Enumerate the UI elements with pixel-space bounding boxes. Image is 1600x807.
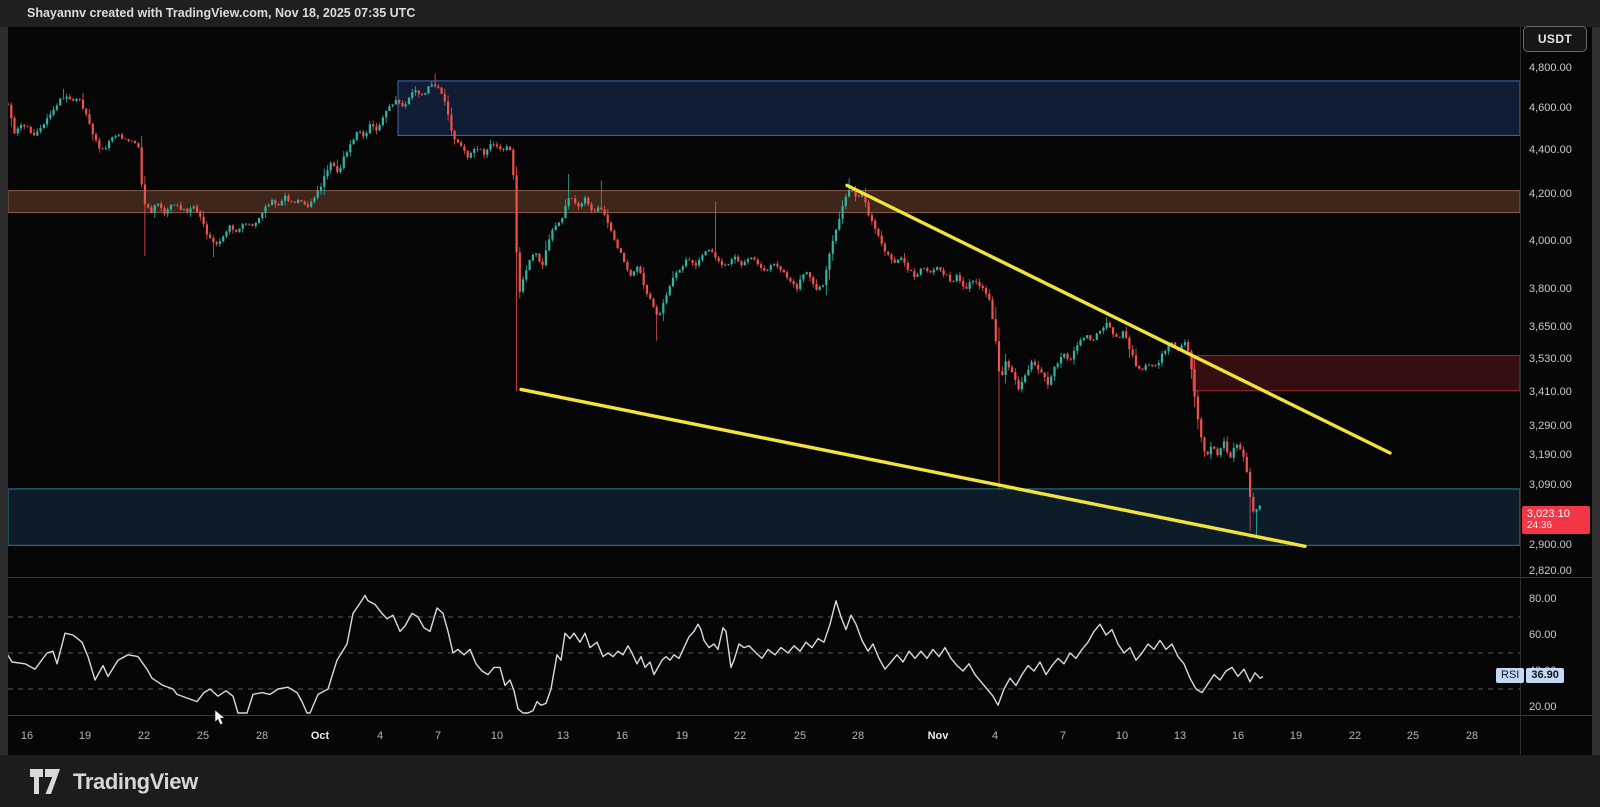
time-label: 7: [434, 730, 442, 742]
price-label: 3,190.00: [1529, 448, 1572, 461]
attribution-text: Shayannv created with TradingView.com, N…: [27, 6, 416, 20]
price-label: 3,530.00: [1529, 352, 1572, 365]
time-label: 28: [851, 730, 865, 742]
time-label: 22: [733, 730, 747, 742]
time-label: 19: [675, 730, 689, 742]
tradingview-logo[interactable]: TradingView: [30, 769, 198, 795]
currency-toggle-button[interactable]: USDT: [1523, 26, 1587, 52]
time-label: 10: [1115, 730, 1129, 742]
time-label: 10: [490, 730, 504, 742]
price-label: 2,900.00: [1529, 538, 1572, 551]
time-label: 22: [137, 730, 151, 742]
price-label: 3,290.00: [1529, 419, 1572, 432]
zone-resistance-3500: [1192, 355, 1521, 392]
price-label: 4,600.00: [1529, 102, 1572, 115]
time-label: 19: [78, 730, 92, 742]
time-label: 16: [20, 730, 34, 742]
price-label: 3,090.00: [1529, 478, 1572, 491]
rsi-name-chip: RSI: [1496, 668, 1525, 683]
time-label: 25: [196, 730, 210, 742]
trendline-lower-descending: [519, 387, 1307, 548]
attribution-bar: Shayannv created with TradingView.com, N…: [0, 0, 1600, 27]
rsi-line: [0, 594, 1264, 714]
rsi-scale-label: 60.00: [1529, 629, 1557, 641]
mouse-cursor-icon: [214, 709, 226, 725]
time-label: 13: [1173, 730, 1187, 742]
price-label: 2,820.00: [1529, 565, 1572, 578]
time-label: 25: [1406, 730, 1420, 742]
time-label: Nov: [927, 730, 949, 742]
zone-band-4200: [7, 190, 1521, 214]
time-label: 13: [556, 730, 570, 742]
rsi-scale-label: 80.00: [1529, 593, 1557, 605]
trendline-upper-descending: [845, 183, 1392, 455]
zone-support-3000: [7, 488, 1521, 546]
price-label: 3,650.00: [1529, 321, 1572, 334]
time-label: 16: [1231, 730, 1245, 742]
time-label: 16: [615, 730, 629, 742]
price-label: 4,000.00: [1529, 234, 1572, 247]
time-label: 4: [991, 730, 999, 742]
up-candle-wicks: [17, 81, 1261, 538]
price-label: 4,200.00: [1529, 188, 1572, 201]
last-price-value: 3,023.10: [1527, 508, 1570, 520]
tradingview-logo-text: TradingView: [73, 769, 198, 794]
time-label: 28: [255, 730, 269, 742]
brand-bar: TradingView: [0, 755, 1600, 807]
left-edge-strip: [0, 27, 8, 755]
time-label: 4: [376, 730, 384, 742]
price-label: 3,800.00: [1529, 283, 1572, 296]
bar-countdown: 24:36: [1527, 520, 1553, 531]
time-label: 22: [1348, 730, 1362, 742]
right-edge-strip: [1592, 27, 1600, 755]
time-label: 28: [1465, 730, 1479, 742]
rsi-value-chip: 36.90: [1526, 668, 1564, 683]
down-candle-bodies: [6, 84, 1255, 512]
down-candle-wicks: [7, 73, 1254, 532]
price-label: 4,400.00: [1529, 144, 1572, 157]
time-label: 7: [1059, 730, 1067, 742]
price-label: 4,800.00: [1529, 62, 1572, 74]
time-label: 25: [793, 730, 807, 742]
rsi-scale-label: 20.00: [1529, 701, 1557, 713]
tradingview-logo-icon: [30, 769, 60, 794]
zone-supply-top: [397, 80, 1521, 136]
last-price-badge: 3,023.10 24:36: [1522, 506, 1590, 534]
price-label: 3,410.00: [1529, 385, 1572, 398]
time-label: Oct: [310, 730, 330, 742]
time-label: 19: [1289, 730, 1303, 742]
rsi-value-chips: RSI 36.90: [1496, 668, 1564, 683]
